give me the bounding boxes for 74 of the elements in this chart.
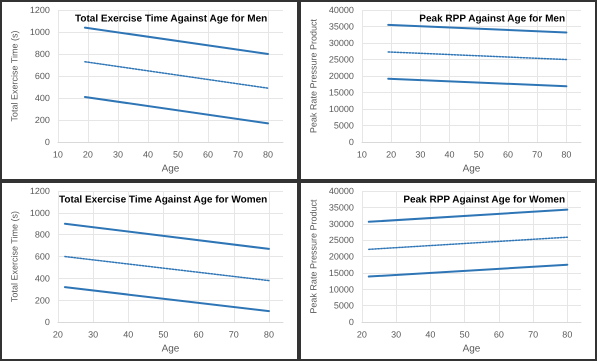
y-tick-label: 600 xyxy=(34,71,50,82)
x-tick-label: 60 xyxy=(202,150,213,160)
y-tick-label: 15000 xyxy=(328,268,354,278)
x-tick-label: 20 xyxy=(82,150,93,160)
y-tick-label: 600 xyxy=(34,252,50,262)
y-tick-label: 40000 xyxy=(328,5,354,15)
y-tick-label: 20000 xyxy=(328,71,354,82)
x-tick-label: 40 xyxy=(123,330,134,340)
y-axis-title: Peak Rate Pressure Product xyxy=(308,18,318,134)
y-tick-label: 1200 xyxy=(30,186,50,196)
x-tick-label: 50 xyxy=(158,330,168,340)
x-tick-label: 70 xyxy=(228,330,239,340)
x-tick-label: 30 xyxy=(415,150,426,160)
y-axis-title: Total Exercise Time (s) xyxy=(10,211,20,302)
chart-title: Total Exercise Time Against Age for Men xyxy=(74,14,268,24)
y-tick-label: 5000 xyxy=(334,120,354,131)
x-tick-label: 30 xyxy=(391,330,402,340)
y-tick-label: 35000 xyxy=(328,22,354,32)
x-tick-label: 20 xyxy=(356,330,367,340)
x-tick-label: 10 xyxy=(52,150,63,160)
y-tick-label: 200 xyxy=(34,115,50,126)
y-tick-label: 20000 xyxy=(328,252,354,262)
x-axis-title: Age xyxy=(162,164,180,174)
x-tick-label: 50 xyxy=(460,330,470,340)
x-tick-label: 30 xyxy=(112,150,123,160)
x-tick-label: 40 xyxy=(425,330,436,340)
y-tick-label: 0 xyxy=(44,317,50,328)
x-tick-label: 70 xyxy=(532,150,542,160)
y-tick-label: 0 xyxy=(348,317,354,328)
x-tick-label: 80 xyxy=(264,330,274,340)
x-tick-label: 60 xyxy=(502,150,513,160)
y-axis-title: Peak Rate Pressure Product xyxy=(308,199,318,314)
x-tick-label: 50 xyxy=(474,150,484,160)
y-tick-label: 0 xyxy=(44,137,50,148)
y-tick-label: 400 xyxy=(34,273,50,284)
y-tick-label: 35000 xyxy=(328,202,354,212)
chart-title: Peak RPP Against Age for Men xyxy=(419,14,566,24)
y-tick-label: 5000 xyxy=(334,300,354,311)
y-axis-title: Total Exercise Time (s) xyxy=(10,30,20,122)
y-tick-label: 15000 xyxy=(328,88,354,98)
y-tick-label: 0 xyxy=(348,137,354,148)
y-tick-label: 400 xyxy=(34,93,50,104)
y-tick-label: 10000 xyxy=(328,284,354,294)
y-tick-label: 10000 xyxy=(328,104,354,114)
y-tick-label: 800 xyxy=(34,230,50,240)
x-tick-label: 60 xyxy=(494,330,504,340)
y-tick-label: 40000 xyxy=(328,186,354,196)
x-axis-title: Age xyxy=(462,344,481,354)
x-tick-label: 20 xyxy=(386,150,396,160)
x-tick-label: 80 xyxy=(561,150,572,160)
x-tick-label: 80 xyxy=(562,330,572,340)
x-tick-label: 40 xyxy=(142,150,153,160)
x-tick-label: 50 xyxy=(172,150,183,160)
y-tick-label: 25000 xyxy=(328,235,354,246)
x-tick-label: 10 xyxy=(356,150,367,160)
y-tick-label: 1000 xyxy=(30,208,50,218)
y-tick-label: 1000 xyxy=(30,27,50,38)
y-tick-label: 25000 xyxy=(328,54,354,65)
x-tick-label: 70 xyxy=(232,150,243,160)
x-tick-label: 40 xyxy=(444,150,455,160)
x-axis-title: Age xyxy=(462,164,481,174)
y-tick-label: 200 xyxy=(34,295,50,306)
y-tick-label: 800 xyxy=(34,49,50,60)
x-axis-title: Age xyxy=(162,344,180,354)
x-tick-label: 20 xyxy=(52,330,63,340)
x-tick-label: 70 xyxy=(528,330,538,340)
y-tick-label: 30000 xyxy=(328,218,354,229)
y-tick-label: 1200 xyxy=(30,5,50,15)
chart-title: Peak RPP Against Age for Women xyxy=(403,194,566,206)
x-tick-label: 80 xyxy=(262,150,274,160)
x-tick-label: 30 xyxy=(88,330,98,340)
x-tick-label: 60 xyxy=(194,330,204,340)
chart-title: Total Exercise Time Against Age for Women xyxy=(59,194,268,206)
y-tick-label: 30000 xyxy=(328,38,354,48)
